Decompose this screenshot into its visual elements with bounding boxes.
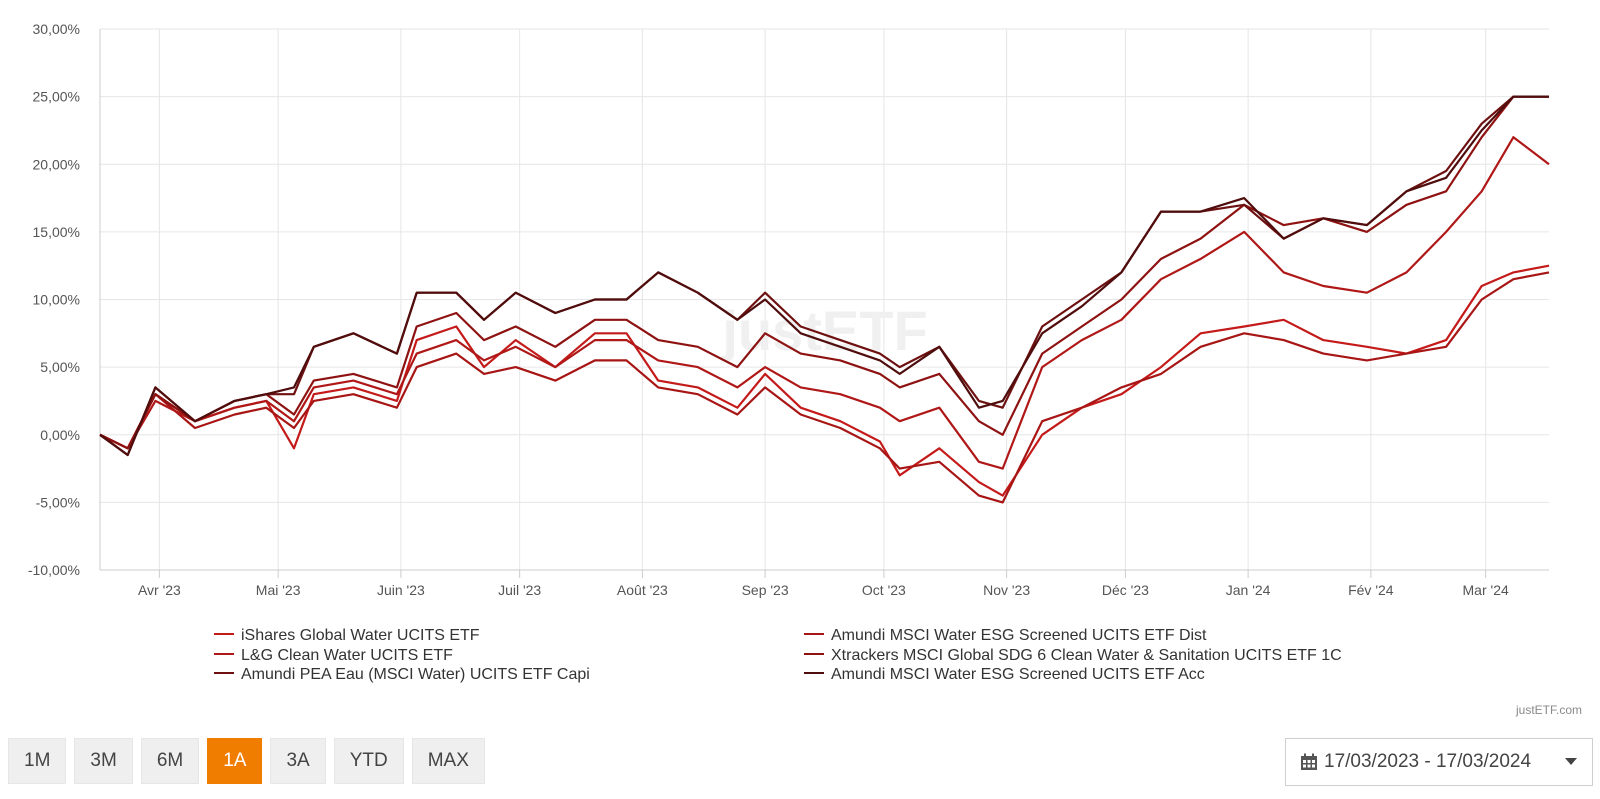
legend-item-3[interactable]: L&G Clean Water UCITS ETF bbox=[214, 647, 453, 664]
legend-label: Amundi PEA Eau (MSCI Water) UCITS ETF Ca… bbox=[241, 666, 590, 683]
x-tick-label: Déc '23 bbox=[1102, 582, 1149, 598]
y-tick-label: -5,00% bbox=[36, 494, 80, 510]
x-tick-label: Fév '24 bbox=[1348, 582, 1394, 598]
date-range-picker[interactable]: 17/03/2023 - 17/03/2024 bbox=[1285, 738, 1593, 786]
y-tick-label: 20,00% bbox=[33, 156, 80, 172]
x-tick-label: Juil '23 bbox=[498, 582, 541, 598]
y-tick-label: 10,00% bbox=[33, 292, 80, 308]
series-line-4 bbox=[99, 95, 1549, 450]
performance-chart: justETF -10,00% -5,00% 0,00% 5,00% 10,00% 15,… bbox=[28, 21, 1550, 683]
date-range-label: 17/03/2023 - 17/03/2024 bbox=[1324, 751, 1532, 772]
x-tick-label: Jan '24 bbox=[1226, 582, 1271, 598]
series-line-3 bbox=[99, 136, 1550, 470]
chart-watermark: justETF bbox=[721, 299, 927, 362]
y-tick-label: 5,00% bbox=[40, 359, 80, 375]
range-button-6m[interactable]: 6M bbox=[140, 738, 200, 784]
legend-item-6[interactable]: Amundi MSCI Water ESG Screened UCITS ETF… bbox=[804, 666, 1205, 683]
legend-label: L&G Clean Water UCITS ETF bbox=[241, 647, 453, 664]
range-button-1m[interactable]: 1M bbox=[8, 738, 67, 784]
x-tick-label: Juin '23 bbox=[377, 582, 425, 598]
x-tick-label: Mar '24 bbox=[1463, 582, 1509, 598]
legend-label: iShares Global Water UCITS ETF bbox=[241, 627, 480, 644]
series-line-1 bbox=[99, 264, 1550, 497]
x-tick-label: Sep '23 bbox=[742, 582, 789, 598]
y-tick-label: -10,00% bbox=[28, 562, 80, 578]
legend-item-1[interactable]: iShares Global Water UCITS ETF bbox=[214, 627, 480, 644]
calendar-icon bbox=[1301, 753, 1317, 770]
range-button-3a[interactable]: 3A bbox=[270, 738, 326, 784]
y-tick-label: 15,00% bbox=[33, 224, 80, 240]
range-selector: 1M 3M 6M 1A 3A YTD MAX bbox=[8, 738, 485, 784]
axes-layer: -10,00% -5,00% 0,00% 5,00% 10,00% 15,00% 20,00… bbox=[28, 21, 1549, 598]
range-button-3m[interactable]: 3M bbox=[74, 738, 133, 784]
series-layer bbox=[99, 95, 1550, 504]
legend-label: Amundi MSCI Water ESG Screened UCITS ETF… bbox=[831, 627, 1207, 644]
x-tick-label: Oct '23 bbox=[862, 582, 906, 598]
x-tick-label: Avr '23 bbox=[138, 582, 181, 598]
chart-credit: justETF.com bbox=[1515, 703, 1582, 717]
series-line-6 bbox=[99, 95, 1549, 457]
legend-label: Amundi MSCI Water ESG Screened UCITS ETF… bbox=[831, 666, 1205, 683]
y-tick-label: 25,00% bbox=[33, 89, 80, 105]
legend-item-2[interactable]: Amundi MSCI Water ESG Screened UCITS ETF… bbox=[804, 627, 1207, 644]
series-line-2 bbox=[99, 271, 1550, 504]
legend-label: Xtrackers MSCI Global SDG 6 Clean Water … bbox=[831, 647, 1342, 664]
x-tick-label: Mai '23 bbox=[256, 582, 301, 598]
range-button-1a[interactable]: 1A bbox=[207, 738, 263, 784]
range-button-max[interactable]: MAX bbox=[411, 738, 485, 784]
legend: iShares Global Water UCITS ETF Amundi MSC… bbox=[214, 627, 1342, 683]
legend-item-4[interactable]: Xtrackers MSCI Global SDG 6 Clean Water … bbox=[804, 647, 1342, 664]
x-tick-label: Août '23 bbox=[617, 582, 668, 598]
legend-item-5[interactable]: Amundi PEA Eau (MSCI Water) UCITS ETF Ca… bbox=[214, 666, 590, 683]
caret-down-icon bbox=[1565, 758, 1577, 765]
range-button-ytd[interactable]: YTD bbox=[333, 738, 404, 784]
y-tick-label: 30,00% bbox=[33, 21, 80, 37]
x-tick-label: Nov '23 bbox=[983, 582, 1030, 598]
y-tick-label: 0,00% bbox=[40, 427, 80, 443]
grid-layer bbox=[100, 28, 1549, 571]
